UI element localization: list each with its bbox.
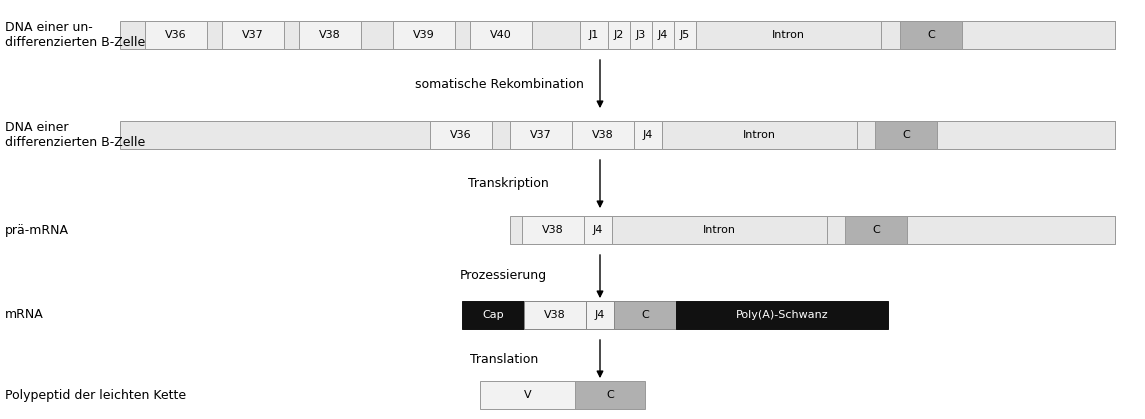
Bar: [461, 301, 524, 329]
Text: Transkription: Transkription: [468, 178, 548, 191]
Text: V36: V36: [450, 130, 472, 140]
Text: DNA einer
differenzierten B-Zelle: DNA einer differenzierten B-Zelle: [5, 121, 145, 149]
Text: J4: J4: [642, 130, 653, 140]
Text: Poly(A)-Schwanz: Poly(A)-Schwanz: [736, 310, 828, 320]
Bar: [634, 121, 662, 149]
Text: C: C: [872, 225, 879, 235]
Bar: [393, 21, 455, 49]
Bar: [614, 301, 676, 329]
Text: V38: V38: [319, 30, 341, 40]
Bar: [608, 21, 630, 49]
Bar: [522, 216, 584, 244]
Bar: [900, 21, 962, 49]
Bar: [586, 301, 614, 329]
Text: DNA einer un-
differenzierten B-Zelle: DNA einer un- differenzierten B-Zelle: [5, 21, 145, 49]
Text: Intron: Intron: [743, 130, 776, 140]
Bar: [674, 21, 696, 49]
Bar: [222, 21, 284, 49]
Bar: [584, 216, 611, 244]
Bar: [662, 121, 856, 149]
Text: Translation: Translation: [469, 352, 538, 365]
Text: V38: V38: [542, 225, 563, 235]
Text: J1: J1: [589, 30, 599, 40]
Text: V40: V40: [490, 30, 512, 40]
Text: Intron: Intron: [772, 30, 805, 40]
Text: V39: V39: [413, 30, 435, 40]
Bar: [145, 21, 207, 49]
Bar: [524, 301, 586, 329]
Bar: [875, 121, 937, 149]
Text: somatische Rekombination: somatische Rekombination: [414, 78, 584, 91]
Bar: [469, 21, 532, 49]
Text: J4: J4: [658, 30, 669, 40]
Bar: [575, 381, 645, 409]
Text: V: V: [523, 390, 531, 400]
Text: C: C: [606, 390, 614, 400]
Text: J4: J4: [593, 225, 603, 235]
Bar: [630, 21, 652, 49]
Text: Prozessierung: Prozessierung: [460, 269, 547, 282]
Text: Polypeptid der leichten Kette: Polypeptid der leichten Kette: [5, 388, 187, 401]
Text: Intron: Intron: [703, 225, 736, 235]
Text: V37: V37: [530, 130, 552, 140]
Bar: [431, 121, 492, 149]
Bar: [652, 21, 674, 49]
Bar: [572, 121, 634, 149]
Bar: [581, 21, 608, 49]
Text: C: C: [641, 310, 649, 320]
Text: Cap: Cap: [482, 310, 504, 320]
Text: mRNA: mRNA: [5, 308, 44, 321]
Bar: [299, 21, 361, 49]
Bar: [120, 121, 1115, 149]
Text: V38: V38: [544, 310, 566, 320]
Text: C: C: [902, 130, 910, 140]
Text: V38: V38: [592, 130, 614, 140]
Bar: [510, 121, 572, 149]
Bar: [845, 216, 907, 244]
Text: J5: J5: [680, 30, 690, 40]
Bar: [907, 216, 1115, 244]
Text: J4: J4: [594, 310, 606, 320]
Bar: [480, 381, 575, 409]
Bar: [962, 21, 1115, 49]
Text: J2: J2: [614, 30, 624, 40]
Bar: [611, 216, 827, 244]
Text: V37: V37: [242, 30, 263, 40]
Bar: [120, 21, 1115, 49]
Bar: [510, 216, 1115, 244]
Bar: [937, 121, 1115, 149]
Text: J3: J3: [635, 30, 646, 40]
Text: prä-mRNA: prä-mRNA: [5, 223, 69, 236]
Bar: [696, 21, 881, 49]
Text: V36: V36: [165, 30, 187, 40]
Bar: [676, 301, 889, 329]
Text: C: C: [927, 30, 934, 40]
